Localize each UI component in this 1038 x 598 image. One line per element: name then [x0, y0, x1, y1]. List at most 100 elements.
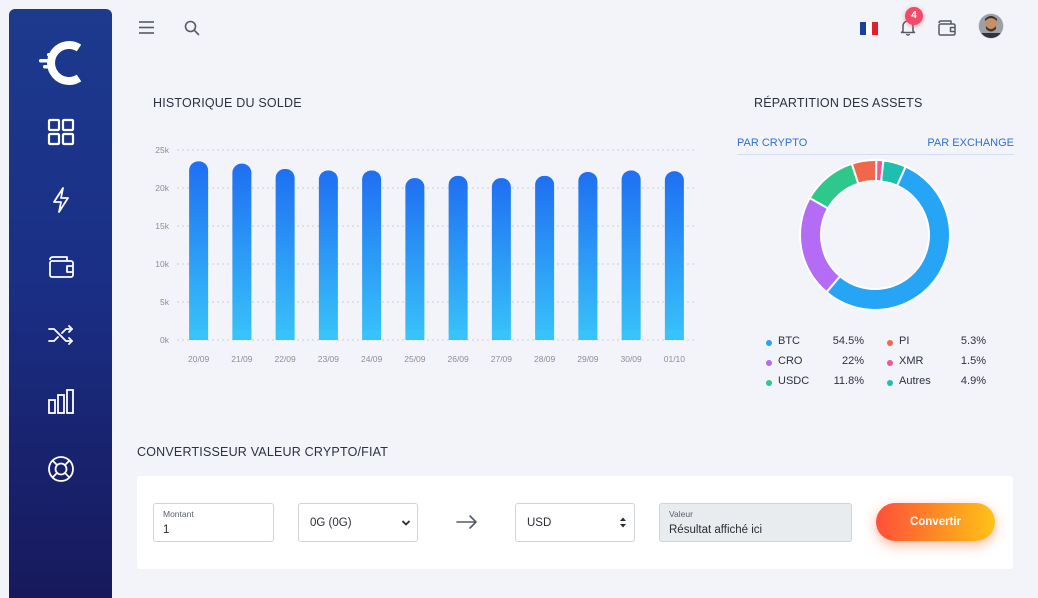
legend-name: PI [899, 335, 910, 347]
asset-tabs: PAR CRYPTO PAR EXCHANGE [737, 137, 1014, 155]
bar-base [621, 330, 641, 340]
arrow-right-icon [456, 515, 477, 529]
dashboard-icon[interactable] [46, 117, 76, 147]
converter-panel: Montant 1 0G (0G) USD Valeur Résultat af… [137, 476, 1013, 569]
asset-donut-chart [799, 158, 951, 311]
tab-par-crypto[interactable]: PAR CRYPTO [737, 137, 808, 149]
wallet-icon[interactable] [46, 252, 76, 282]
legend-dot [766, 380, 772, 386]
legend-item: CRO 22% [766, 355, 871, 369]
bar[interactable] [664, 171, 684, 340]
bar[interactable] [491, 178, 511, 340]
legend-item: Autres 4.9% [887, 375, 992, 389]
y-tick-label: 15k [155, 221, 169, 231]
notification-count: 4 [911, 10, 917, 21]
legend-item: XMR 1.5% [887, 355, 992, 369]
x-tick-label: 26/09 [447, 354, 469, 364]
bar-base [664, 330, 684, 340]
donut-slice-autres[interactable] [879, 159, 907, 188]
legend-item: PI 5.3% [887, 335, 992, 349]
legend-name: Autres [899, 375, 931, 387]
bar[interactable] [621, 170, 641, 340]
bar[interactable] [318, 170, 338, 340]
bar-base [232, 330, 252, 340]
converter-title: CONVERTISSEUR VALEUR CRYPTO/FIAT [137, 445, 389, 459]
legend-item: USDC 11.8% [766, 375, 871, 389]
bar[interactable] [232, 163, 252, 340]
convert-button[interactable]: Convertir [876, 503, 995, 541]
legend-item: BTC 54.5% [766, 335, 871, 349]
result-field: Valeur Résultat affiché ici [659, 503, 852, 542]
legend-dot [766, 340, 772, 346]
legend-percent: 1.5% [960, 355, 986, 367]
legend-dot [887, 360, 893, 366]
bar[interactable] [535, 175, 555, 340]
legend-name: BTC [778, 335, 800, 347]
bar[interactable] [405, 178, 425, 340]
result-placeholder: Résultat affiché ici [669, 524, 763, 536]
donut-slice-usdc[interactable] [808, 162, 860, 210]
bar[interactable] [275, 169, 295, 340]
bar-chart-icon[interactable] [46, 387, 76, 417]
legend-name: USDC [778, 375, 810, 387]
bar-base [318, 330, 338, 340]
notification-badge: 4 [905, 7, 923, 25]
x-tick-label: 22/09 [274, 354, 296, 364]
bar[interactable] [578, 172, 598, 340]
x-tick-label: 21/09 [231, 354, 253, 364]
balance-bar-chart: 0k 5k 10k 15k 20k 25k 20/09 21/09 22/09 23/09 24/0… [155, 145, 696, 364]
app-logo[interactable] [37, 38, 87, 88]
x-tick-label: 28/09 [534, 354, 556, 364]
asset-distribution-title: RÉPARTITION DES ASSETS [754, 96, 923, 110]
y-tick-label: 5k [160, 297, 170, 307]
legend-name: CRO [778, 355, 803, 367]
french-flag-icon[interactable] [860, 22, 878, 35]
crypto-select[interactable]: 0G (0G) [298, 503, 418, 542]
menu-icon[interactable] [137, 19, 156, 36]
y-tick-label: 20k [155, 183, 169, 193]
legend-percent: 5.3% [960, 335, 986, 347]
bar[interactable] [448, 175, 468, 340]
fiat-select-value: USD [527, 517, 552, 529]
lifebuoy-icon[interactable] [46, 454, 76, 484]
amount-label: Montant [163, 509, 194, 519]
bar-base [275, 330, 295, 340]
bar[interactable] [362, 170, 382, 340]
fiat-select[interactable]: USD [515, 503, 635, 542]
search-icon[interactable] [183, 19, 201, 37]
tab-par-exchange[interactable]: PAR EXCHANGE [927, 137, 1014, 149]
x-tick-label: 27/09 [491, 354, 513, 364]
wallet-top-icon[interactable] [937, 18, 957, 37]
avatar[interactable] [978, 13, 1004, 39]
y-tick-label: 0k [160, 335, 170, 345]
amount-value[interactable]: 1 [163, 524, 170, 536]
y-tick-label: 25k [155, 145, 169, 155]
legend-dot [887, 380, 893, 386]
lightning-icon[interactable] [46, 185, 76, 215]
shuffle-icon[interactable] [46, 320, 76, 350]
bar-base [578, 330, 598, 340]
crypto-select-value: 0G (0G) [310, 517, 352, 529]
x-tick-label: 20/09 [188, 354, 210, 364]
bar-base [189, 330, 209, 340]
x-tick-label: 30/09 [620, 354, 642, 364]
x-tick-label: 24/09 [361, 354, 383, 364]
donut-slice-cro[interactable] [799, 196, 842, 294]
x-tick-label: 29/09 [577, 354, 599, 364]
donut-slice-btc[interactable] [825, 165, 951, 311]
legend-percent: 22% [841, 355, 864, 367]
result-label: Valeur [669, 509, 693, 519]
x-tick-label: 01/10 [664, 354, 686, 364]
legend-percent: 4.9% [960, 375, 986, 387]
x-tick-label: 25/09 [404, 354, 426, 364]
sidebar [9, 9, 112, 598]
amount-field[interactable]: Montant 1 [153, 503, 274, 542]
legend-percent: 11.8% [833, 375, 864, 387]
balance-history-title: HISTORIQUE DU SOLDE [153, 96, 302, 110]
legend-percent: 54.5% [832, 335, 864, 347]
bar-base [491, 330, 511, 340]
bar[interactable] [189, 161, 209, 340]
legend-dot [766, 360, 772, 366]
y-tick-label: 10k [155, 259, 169, 269]
chevron-down-icon [401, 520, 411, 526]
